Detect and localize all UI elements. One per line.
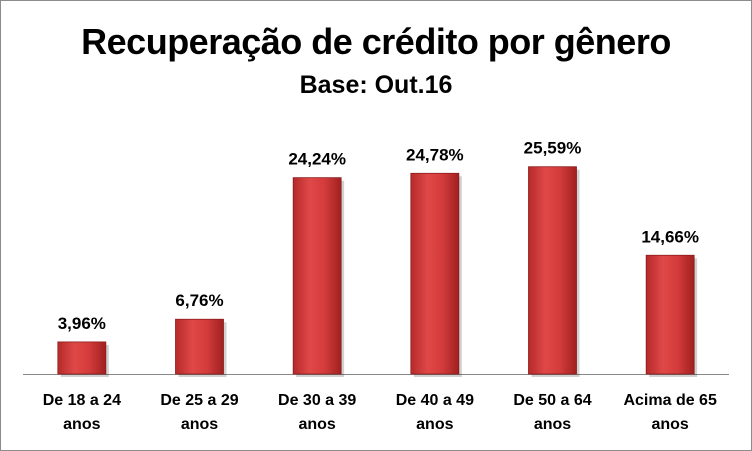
data-label-6: 14,66% xyxy=(641,227,699,246)
data-label-1: 3,96% xyxy=(58,314,106,333)
bar-3 xyxy=(292,177,342,375)
chart-title: Recuperação de crédito por gênero xyxy=(81,21,671,62)
data-label-3: 24,24% xyxy=(288,150,346,169)
data-label-5: 25,59% xyxy=(524,139,582,158)
category-label-5-line-1: De 50 a 64 xyxy=(513,392,591,409)
category-label-1-line-2: anos xyxy=(63,416,100,433)
category-label-5-line-2: anos xyxy=(534,416,571,433)
bar-2 xyxy=(175,318,224,375)
category-label-1-line-1: De 18 a 24 xyxy=(43,392,121,409)
bar-5 xyxy=(528,166,577,375)
bar-4 xyxy=(410,172,460,375)
category-label-3-line-2: anos xyxy=(298,416,335,433)
data-label-4: 24,78% xyxy=(406,145,464,164)
category-label-6-line-2: anos xyxy=(651,416,688,433)
category-label-4-line-2: anos xyxy=(416,416,453,433)
bar-6 xyxy=(645,254,695,375)
bar-1 xyxy=(57,341,107,375)
data-label-2: 6,76% xyxy=(175,291,223,310)
category-label-2-line-1: De 25 a 29 xyxy=(160,392,238,409)
category-label-3-line-1: De 30 a 39 xyxy=(278,392,356,409)
category-label-2-line-2: anos xyxy=(181,416,218,433)
chart-subtitle: Base: Out.16 xyxy=(299,71,453,99)
category-label-4-line-1: De 40 a 49 xyxy=(396,392,474,409)
category-label-6-line-1: Acima de 65 xyxy=(623,392,716,409)
